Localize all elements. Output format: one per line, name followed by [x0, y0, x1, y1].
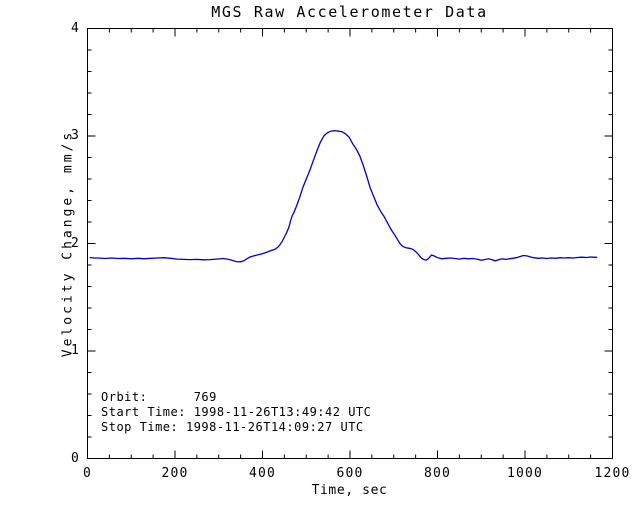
x-axis-label: Time, sec [311, 483, 388, 498]
x-tick-label: 0 [82, 466, 93, 481]
orbit-annotation: Orbit: 769 [101, 390, 217, 404]
y-tick-label: 0 [70, 450, 80, 466]
x-tick-label: 400 [248, 466, 277, 481]
start-time-annotation: Start Time: 1998-11-26T13:49:42 UTC [101, 405, 372, 419]
x-tick-label: 200 [161, 466, 189, 481]
x-tick-label: 1200 [594, 466, 631, 481]
y-tick-label: 2 [70, 235, 80, 251]
x-tick-label: 1000 [506, 466, 544, 481]
chart-title: MGS Raw Accelerometer Data [211, 3, 488, 21]
y-tick-label: 4 [70, 20, 80, 36]
y-tick-label: 1 [70, 343, 80, 358]
y-tick-label: 3 [70, 128, 80, 143]
x-tick-label: 600 [336, 466, 364, 481]
velocity-change-line [89, 129, 598, 263]
x-tick-label: 800 [423, 466, 452, 481]
stop-time-annotation: Stop Time: 1998-11-26T14:09:27 UTC [101, 420, 364, 434]
